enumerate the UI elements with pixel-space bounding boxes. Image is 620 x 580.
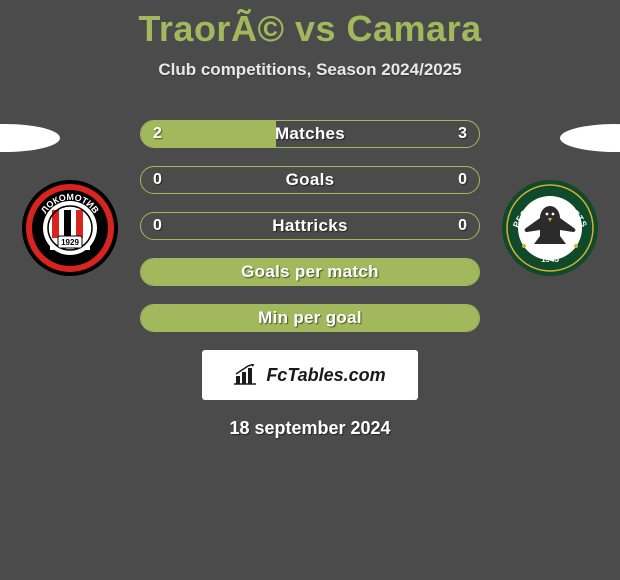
date-line: 18 september 2024 [0,418,620,439]
stat-bar: Goals per match [140,258,480,286]
stat-bar-value-left: 0 [153,167,162,193]
badge-year: 1929 [61,238,79,247]
stat-bar-value-left: 0 [153,213,162,239]
club-badge-left: ЛОКОМОТИВ СОФИЯ 1929 [20,178,120,283]
stat-bar-label: Matches [141,121,479,147]
ludogorets-logo-icon: PFC LUDOGORETS 1945 [500,178,600,278]
stat-bar-value-right: 3 [458,121,467,147]
ellipse-left-decor [0,124,60,152]
club-badge-right: PFC LUDOGORETS 1945 [500,178,600,283]
footer-brand-tag: FcTables.com [202,350,418,400]
lokomotiv-logo-icon: ЛОКОМОТИВ СОФИЯ 1929 [20,178,120,278]
subtitle: Club competitions, Season 2024/2025 [0,60,620,80]
stat-bar: Hattricks0 0 [140,212,480,240]
ellipse-right-decor [560,124,620,152]
page-title: TraorÃ© vs Camara [0,0,620,50]
fctables-chart-icon [234,364,260,386]
stat-bar: Min per goal [140,304,480,332]
stat-bar-value-left: 2 [153,121,162,147]
stat-bar-label: Goals [141,167,479,193]
stat-bar: Goals0 0 [140,166,480,194]
stat-bar-value-right: 0 [458,213,467,239]
stat-bar-label: Goals per match [141,259,479,285]
stat-bars: Matches23Goals00Hattricks00Goals per mat… [140,120,480,332]
badge-year: 1945 [541,255,559,264]
stat-bar-value-right: 0 [458,167,467,193]
footer-brand-text: FcTables.com [266,365,385,386]
stat-bar-label: Min per goal [141,305,479,331]
stat-bar: Matches2 3 [140,120,480,148]
stat-bar-label: Hattricks [141,213,479,239]
